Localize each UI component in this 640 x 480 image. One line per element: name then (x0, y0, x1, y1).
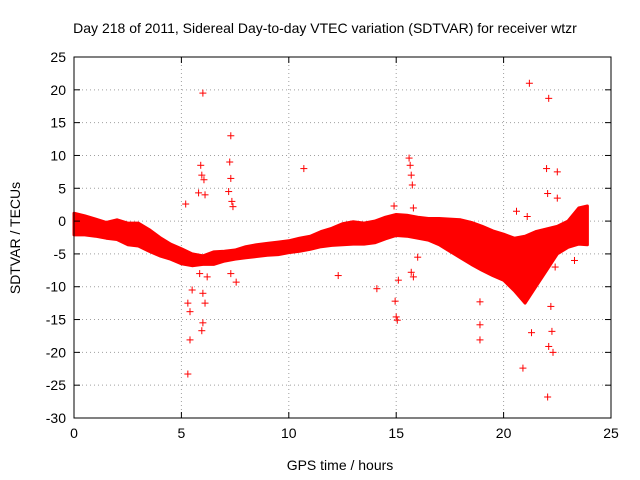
data-point (227, 270, 235, 278)
data-point (545, 94, 553, 102)
data-point (523, 212, 531, 220)
data-point (373, 285, 381, 293)
chart-title: Day 218 of 2011, Sidereal Day-to-day VTE… (73, 20, 577, 36)
x-tick-label: 25 (603, 425, 619, 441)
data-point (547, 302, 555, 310)
y-tick-label: -5 (54, 246, 67, 262)
data-point (186, 336, 194, 344)
data-point (228, 197, 236, 205)
y-tick-label: 15 (50, 115, 66, 131)
x-axis-label: GPS time / hours (287, 457, 394, 473)
data-point (184, 370, 192, 378)
data-point (199, 319, 207, 327)
y-axis-label: SDTVAR / TECUs (7, 182, 23, 294)
data-point (203, 273, 211, 281)
y-tick-label: 0 (58, 213, 66, 229)
data-point (551, 263, 559, 271)
data-point (543, 165, 551, 173)
data-point (553, 168, 561, 176)
data-point (406, 161, 414, 169)
data-point (200, 176, 208, 184)
y-tick-label: -20 (46, 344, 66, 360)
data-point (334, 272, 342, 280)
data-point (201, 299, 209, 307)
data-band (72, 204, 589, 305)
y-tick-label: 5 (58, 180, 66, 196)
data-point (186, 308, 194, 316)
data-point (414, 253, 422, 261)
data-point (405, 154, 413, 162)
data-point (198, 171, 206, 179)
data-point (392, 313, 400, 321)
y-tick-label: -25 (46, 377, 66, 393)
y-tick-label: -15 (46, 312, 66, 328)
data-point (196, 270, 204, 278)
data-point (225, 188, 233, 196)
data-point (512, 207, 520, 215)
data-point (394, 276, 402, 284)
data-point (300, 165, 308, 173)
data-point (188, 286, 196, 294)
data-point (570, 256, 578, 264)
data-point (548, 327, 556, 335)
data-marks (72, 79, 589, 401)
data-point (528, 329, 536, 337)
data-point (226, 158, 234, 166)
data-point (519, 364, 527, 372)
data-point (409, 273, 417, 281)
data-point (393, 316, 401, 324)
data-point (476, 298, 484, 306)
data-point (199, 89, 207, 97)
y-tick-label: 10 (50, 147, 66, 163)
data-point (391, 297, 399, 305)
data-point (476, 336, 484, 344)
y-tick-label: -10 (46, 279, 66, 295)
data-point (197, 161, 205, 169)
y-tick-label: 20 (50, 82, 66, 98)
data-point (476, 321, 484, 329)
plot-frame (73, 56, 612, 419)
data-point (201, 191, 209, 199)
data-point (408, 181, 416, 189)
data-point (195, 189, 203, 197)
axis-ticks: 0 5 10 15 20 25 -30 -25 -20 -15 -10 -5 0 5 10 15 20 25 (46, 49, 619, 441)
data-point (544, 190, 552, 198)
x-tick-label: 20 (496, 425, 512, 441)
y-tick-label: -30 (46, 410, 66, 426)
grid (74, 57, 611, 418)
data-point (199, 289, 207, 297)
data-point (545, 342, 553, 350)
y-tick-label: 25 (50, 49, 66, 65)
x-tick-label: 15 (388, 425, 404, 441)
data-point (229, 203, 237, 211)
data-point (407, 268, 415, 276)
data-point (182, 200, 190, 208)
data-point (184, 299, 192, 307)
data-point (227, 132, 235, 140)
data-point (232, 278, 240, 286)
data-point (409, 204, 417, 212)
data-point (390, 202, 398, 210)
data-point (198, 327, 206, 335)
data-point (432, 217, 440, 225)
data-point (549, 348, 557, 356)
x-tick-label: 0 (70, 425, 78, 441)
x-tick-label: 10 (281, 425, 297, 441)
data-point (227, 174, 235, 182)
data-point (544, 393, 552, 401)
data-point (525, 79, 533, 87)
x-tick-label: 5 (178, 425, 186, 441)
data-point (553, 194, 561, 202)
data-point (407, 171, 415, 179)
